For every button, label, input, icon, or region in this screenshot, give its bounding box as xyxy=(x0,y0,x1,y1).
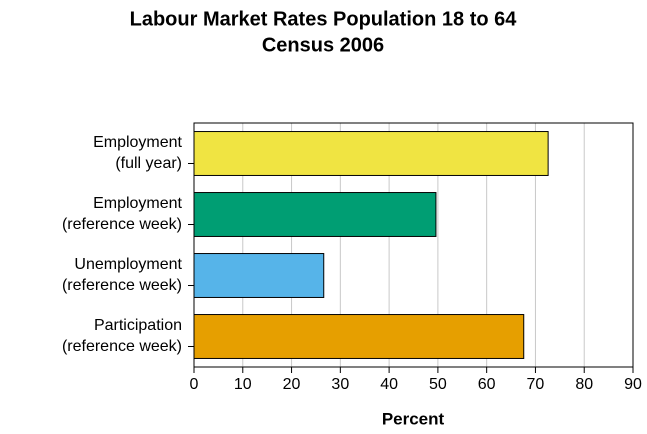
y-tick-label: Employment xyxy=(93,195,182,212)
x-tick-label: 10 xyxy=(234,376,252,393)
chart-title: Labour Market Rates Population 18 to 64 xyxy=(130,8,518,30)
bar xyxy=(193,314,525,359)
bar xyxy=(193,253,325,298)
x-tick-label: 80 xyxy=(575,376,593,393)
x-tick-label: 0 xyxy=(190,376,199,393)
x-tick-label: 30 xyxy=(331,376,349,393)
y-tick-label: (reference week) xyxy=(62,277,182,294)
x-tick-label: 70 xyxy=(527,376,545,393)
y-tick-label: Employment xyxy=(93,134,182,151)
x-tick-label: 90 xyxy=(624,376,642,393)
y-tick-label: (full year) xyxy=(115,155,182,172)
x-tick-label: 20 xyxy=(283,376,301,393)
bar xyxy=(193,131,549,176)
x-axis-label: Percent xyxy=(382,409,445,428)
bar xyxy=(193,192,437,237)
plot-border xyxy=(193,122,634,368)
y-tick-label: (reference week) xyxy=(62,216,182,233)
y-tick-label: (reference week) xyxy=(62,338,182,355)
x-tick-label: 60 xyxy=(478,376,496,393)
x-tick-label: 50 xyxy=(429,376,447,393)
x-tick-label: 40 xyxy=(380,376,398,393)
y-tick-label: Unemployment xyxy=(74,256,182,273)
y-tick-label: Participation xyxy=(94,317,182,334)
chart-subtitle: Census 2006 xyxy=(262,34,384,56)
